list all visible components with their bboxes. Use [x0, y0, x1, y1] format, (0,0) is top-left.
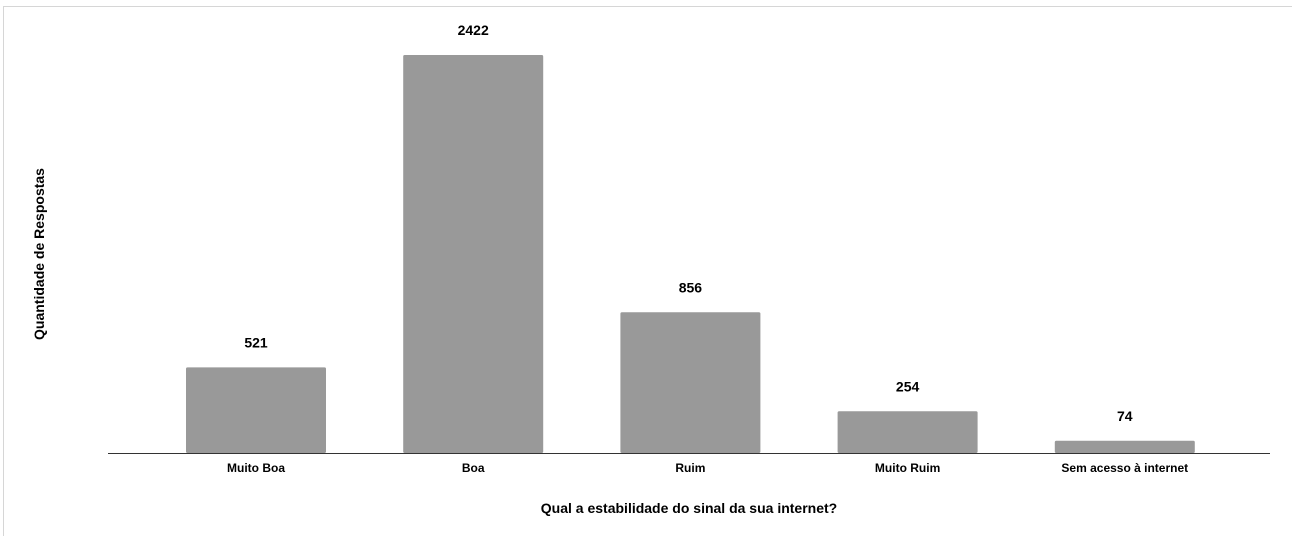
x-tick-label-2: Ruim [675, 461, 705, 475]
bar-2 [620, 312, 761, 453]
x-tick-label-1: Boa [462, 461, 485, 475]
value-label-0: 521 [244, 334, 268, 350]
value-label-3: 254 [896, 378, 920, 394]
value-label-4: 74 [1117, 408, 1133, 424]
bar-4 [1054, 440, 1195, 453]
bar-1 [403, 55, 544, 453]
x-axis-title: Qual a estabilidade do sinal da sua inte… [541, 500, 837, 516]
value-label-1: 2422 [458, 22, 489, 38]
bar-3 [837, 411, 978, 453]
value-labels-group: 521 2422 856 254 74 [244, 22, 1132, 424]
x-tick-label-4: Sem acesso à internet [1061, 461, 1188, 475]
x-tick-label-3: Muito Ruim [875, 461, 940, 475]
value-label-2: 856 [679, 279, 703, 295]
y-axis-title: Quantidade de Respostas [31, 168, 47, 340]
x-tick-labels-group: Muito Boa Boa Ruim Muito Ruim Sem acesso à i… [227, 461, 1188, 475]
x-tick-label-0: Muito Boa [227, 461, 285, 475]
bar-0 [186, 367, 326, 453]
bars-group [186, 55, 1195, 453]
